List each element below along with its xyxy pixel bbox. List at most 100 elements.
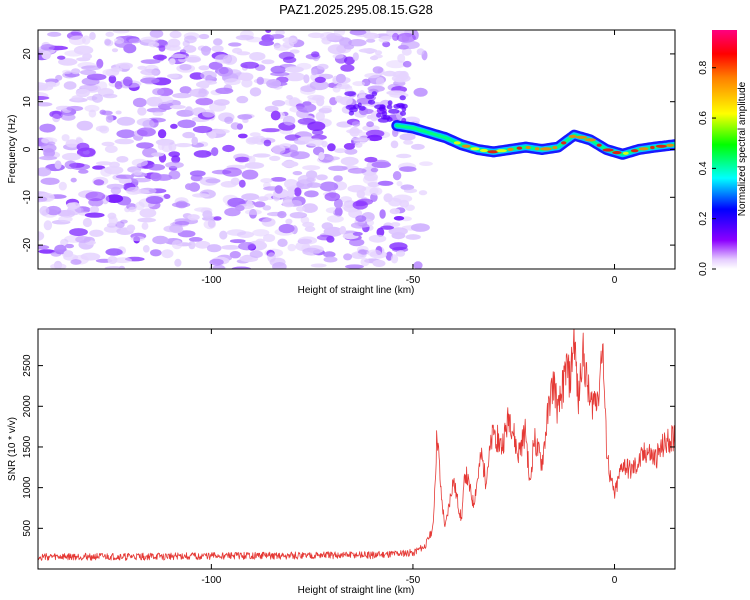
noise-blob [128, 38, 142, 44]
noise-blob [189, 170, 206, 177]
noise-blob [363, 32, 380, 39]
noise-blob [92, 165, 106, 170]
noise-blob [364, 172, 378, 182]
noise-blob [324, 192, 341, 202]
noise-blob [297, 174, 316, 185]
noise-blob [206, 244, 222, 253]
noise-blob [188, 240, 196, 250]
noise-blob [38, 155, 58, 161]
track-blob [371, 91, 378, 97]
noise-blob [151, 152, 165, 157]
noise-blob [212, 128, 230, 134]
noise-blob [302, 203, 318, 213]
noise-blob [169, 223, 184, 233]
noise-blob [249, 250, 263, 258]
noise-blob [171, 239, 183, 250]
noise-blob [113, 257, 132, 264]
spectrogram-ytick-label: -20 [22, 237, 33, 252]
noise-blob [298, 236, 318, 245]
noise-blob [282, 115, 296, 126]
noise-blob [211, 147, 219, 157]
track-hotspot [602, 148, 614, 152]
noise-blob [119, 62, 133, 69]
noise-blob [392, 194, 413, 203]
colorbar-gradient [712, 30, 737, 269]
noise-blob [289, 49, 300, 54]
noise-blob [226, 229, 247, 236]
noise-blob [85, 191, 106, 202]
noise-blob [76, 120, 94, 131]
noise-blob [222, 54, 238, 65]
noise-blob [75, 236, 91, 243]
noise-blob [266, 79, 282, 89]
noise-blob [132, 97, 147, 108]
noise-blob [311, 68, 318, 76]
track-blob [378, 106, 386, 112]
noise-blob [167, 38, 181, 48]
track-hotspot [540, 147, 552, 151]
noise-blob [140, 59, 161, 64]
noise-blob [51, 110, 63, 120]
noise-blob [64, 160, 77, 170]
noise-blob [222, 144, 235, 153]
noise-blob [309, 80, 329, 91]
colorbar-tick-label: 0.4 [698, 161, 709, 175]
noise-blob [281, 161, 299, 168]
noise-blob [108, 75, 117, 84]
noise-blob [392, 171, 402, 181]
noise-blob [237, 114, 253, 120]
noise-blob [343, 44, 355, 50]
noise-blob [410, 223, 430, 232]
noise-blob [148, 41, 160, 48]
noise-blob [220, 245, 241, 250]
noise-blob [105, 31, 114, 37]
track-hotspot [630, 149, 639, 153]
noise-blob [400, 40, 420, 50]
noise-blob [191, 136, 198, 146]
noise-blob [311, 51, 320, 58]
noise-blob [396, 181, 403, 187]
track-hotspot [470, 147, 480, 151]
track-hotspot [584, 138, 596, 142]
noise-blob [189, 88, 209, 98]
noise-blob [113, 30, 130, 34]
noise-blob [240, 61, 259, 69]
noise-blob [38, 231, 45, 241]
track-hotspot [568, 134, 577, 138]
noise-blob [285, 72, 305, 82]
noise-blob [213, 216, 222, 221]
noise-blob [177, 119, 196, 129]
noise-blob [216, 66, 233, 77]
noise-blob [296, 103, 317, 113]
snr-ytick-label: 2500 [22, 354, 33, 377]
colorbar-tick-label: 0.0 [698, 262, 709, 276]
noise-blob [263, 234, 276, 242]
snr-xtick-label: 0 [612, 575, 618, 586]
colorbar-label: Normalized spectral amplitude [737, 81, 748, 216]
noise-blob [279, 149, 299, 158]
noise-blob [152, 111, 164, 117]
noise-blob [60, 238, 69, 246]
noise-blob [145, 196, 164, 204]
noise-blob [211, 45, 224, 53]
noise-blob [96, 81, 108, 91]
spectrogram-ytick-label: -10 [22, 190, 33, 205]
noise-blob [40, 44, 55, 51]
noise-blob [369, 55, 379, 61]
noise-blob [208, 61, 223, 70]
track-hotspot [596, 143, 602, 147]
colorbar-tick-label: 0.6 [698, 111, 709, 125]
noise-blob [152, 54, 167, 61]
noise-blob [333, 30, 346, 37]
noise-blob [265, 30, 272, 33]
snr-ytick-label: 2000 [22, 395, 33, 418]
track-blob [401, 103, 408, 109]
noise-blob [81, 77, 100, 86]
noise-blob [212, 264, 225, 269]
noise-blob [386, 90, 406, 96]
noise-blob [341, 203, 353, 211]
noise-blob [289, 212, 308, 219]
noise-blob [323, 251, 336, 258]
noise-blob [345, 264, 364, 269]
